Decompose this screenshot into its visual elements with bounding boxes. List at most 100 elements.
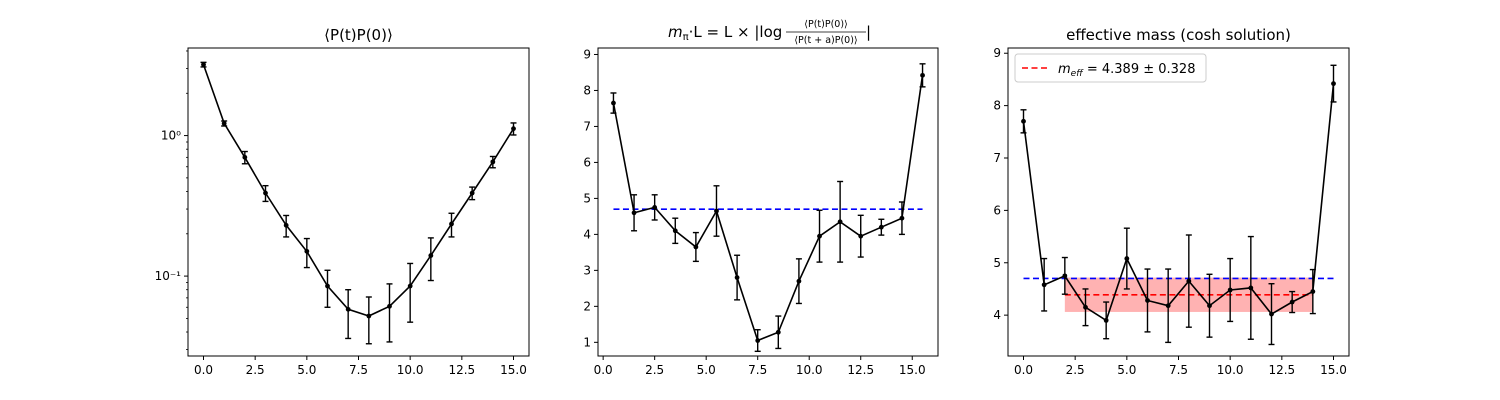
data-point [817,233,822,239]
x-tick-label: 10.0 [1217,363,1244,377]
data-point [837,219,843,225]
series-line [202,64,515,317]
data-point [221,121,227,126]
data-point [1041,282,1047,288]
y-tick-label: 5 [583,191,591,205]
data-point [693,244,699,250]
chart-title-lhs: mπ·L = L × |log [668,23,782,43]
x-tick-label: 7.5 [748,363,767,377]
x-tick-label: 15.0 [899,363,926,377]
axes-frame [187,47,530,357]
y-tick-label: 9 [993,46,1001,60]
y-tick-label: 2 [583,299,591,313]
chart-title: effective mass (cosh solution) [1066,26,1291,44]
data-point [734,275,740,280]
series-line [612,75,924,342]
x-tick-label: 15.0 [1320,363,1347,377]
legend-label: meff = 4.389 ± 0.328 [1058,62,1195,79]
data-point [755,338,761,343]
x-tick-label: 0.0 [194,363,213,377]
y-tick-label: 7 [583,119,591,133]
x-tick-label: 12.5 [448,363,475,377]
x-tick-label: 15.0 [500,363,527,377]
data-point [242,154,248,160]
x-tick-label: 0.0 [1014,363,1033,377]
x-tick-label: 12.5 [1268,363,1295,377]
x-tick-label: 2.5 [645,363,664,377]
data-point [1331,81,1336,87]
data-point [672,228,678,234]
errorbar [386,283,393,343]
data-point [878,224,884,230]
data-point [366,313,372,319]
data-point [511,126,516,132]
data-point [1165,303,1171,309]
data-point [325,283,330,289]
series-line [1022,83,1335,322]
x-tick-label: 12.5 [847,363,874,377]
data-point [1145,298,1150,303]
axes-frame [597,47,939,357]
errorbar [365,296,372,345]
data-point [1021,118,1026,124]
y-tick-label: 6 [583,155,591,169]
y-tick-label: 9 [583,47,591,61]
data-point [920,72,925,78]
x-tick-label: 7.5 [1169,363,1188,377]
x-tick-label: 5.0 [297,363,316,377]
data-point [1103,317,1109,323]
data-point [775,329,781,335]
x-tick-label: 7.5 [349,363,368,377]
data-point [1310,289,1316,294]
y-tick-label: 10⁰ [161,129,181,143]
legend: meff = 4.389 ± 0.328 [1014,53,1207,83]
data-point [858,233,864,239]
y-tick-label: 7 [993,151,1001,165]
data-point [428,253,434,258]
data-point [490,159,496,165]
data-point [1083,304,1088,310]
x-tick-label: 10.0 [397,363,424,377]
y-tick-label: 1 [583,335,591,349]
y-tick-label: 5 [993,256,1001,270]
data-point [1269,311,1274,317]
x-tick-label: 2.5 [1066,363,1085,377]
data-point [283,222,289,228]
errorbar [407,262,414,323]
data-point [1248,285,1254,291]
data-point [1289,299,1295,305]
y-tick-label: 4 [583,227,591,241]
chart-title-numerator: ⟨P(t)P(0)⟩ [804,19,847,30]
data-point [714,208,719,214]
data-point [652,204,658,210]
panel-correlator: 0.0 2.5 5.0 7.5 10.0 12.5 15.0 10⁻¹ 10⁰ ⟨P(t)P(0)… [155,26,530,377]
data-point [304,248,310,254]
chart-title: ⟨P(t)P(0)⟩ [324,26,393,44]
data-point [1124,256,1130,261]
data-point [1227,287,1233,293]
data-point [1186,278,1192,284]
data-point [1062,273,1068,279]
y-tick-label: 10⁻¹ [155,269,182,283]
data-point [1207,303,1212,309]
x-tick-label: 2.5 [246,363,265,377]
y-tick-label: 3 [583,263,591,277]
panel-pion-mass: 0.0 2.5 5.0 7.5 10.0 12.5 15.0 1 2 3 4 5 6 7 8 9 mπ·L = … [583,19,939,377]
data-point [407,283,413,289]
legend-box [1014,53,1207,83]
chart-title: mπ·L = L × |log ⟨P(t)P(0)⟩ ⟨P(t + a)P(0)⟩ | [668,19,871,46]
x-tick-label: 5.0 [1117,363,1136,377]
data-point [469,190,475,196]
errorbar [324,269,331,308]
x-tick-label: 0.0 [594,363,613,377]
data-point [263,190,268,196]
data-point [631,210,637,216]
chart-title-close: | [866,23,871,41]
y-tick-label: 8 [583,83,591,97]
data-point [201,62,206,67]
x-tick-label: 10.0 [796,363,823,377]
y-tick-label: 6 [993,203,1001,217]
y-tick-label: 4 [993,308,1001,322]
y-tick-label: 8 [993,99,1001,113]
data-point [899,215,905,221]
